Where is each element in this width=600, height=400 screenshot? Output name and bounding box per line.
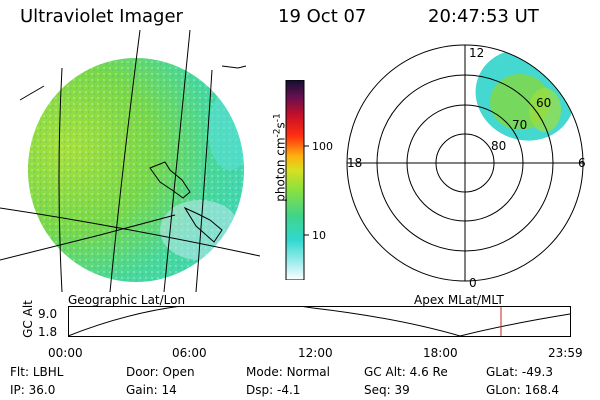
mlt-label-0: 0 xyxy=(469,276,477,290)
time-tick-2: 12:00 xyxy=(298,346,333,360)
colorbar-tick-10: 10 xyxy=(312,229,326,242)
status-glon: GLon: 168.4 xyxy=(486,383,559,397)
mlt-label-6: 6 xyxy=(578,156,586,170)
altitude-axis-label: GC Alt xyxy=(21,300,35,338)
mlat-label-60: 60 xyxy=(536,96,552,110)
mlt-label-12: 12 xyxy=(469,46,485,60)
mlat-label-80: 80 xyxy=(491,139,507,153)
status-ip: IP: 36.0 xyxy=(10,383,56,397)
geographic-panel-title: Geographic Lat/Lon xyxy=(68,293,186,307)
status-gain: Gain: 14 xyxy=(126,383,177,397)
altitude-tick-low: 1.8 xyxy=(38,325,58,339)
status-filter: Flt: LBHL xyxy=(10,365,64,379)
status-seq: Seq: 39 xyxy=(364,383,410,397)
time-tick-3: 18:00 xyxy=(423,346,458,360)
time-label: 20:47:53 UT xyxy=(428,6,539,27)
status-glat: GLat: -49.3 xyxy=(486,365,553,379)
status-dsp: Dsp: -4.1 xyxy=(246,383,301,397)
polar-plot xyxy=(346,44,584,282)
status-gc-alt: GC Alt: 4.6 Re xyxy=(364,365,448,379)
colorbar-unit-label: photon cm-2s-1 xyxy=(272,113,288,202)
instrument-title: Ultraviolet Imager xyxy=(20,6,183,27)
altitude-tick-high: 9.0 xyxy=(38,307,58,321)
time-tick-0: 00:00 xyxy=(48,346,83,360)
altitude-timeline xyxy=(68,306,571,337)
time-tick-4: 23:59 xyxy=(548,346,583,360)
status-mode: Mode: Normal xyxy=(246,365,330,379)
status-door: Door: Open xyxy=(126,365,195,379)
colorbar xyxy=(285,80,309,280)
mlt-label-18: 18 xyxy=(347,156,363,170)
time-tick-1: 06:00 xyxy=(172,346,207,360)
mlat-label-70: 70 xyxy=(512,118,528,132)
colorbar-tick-100: 100 xyxy=(312,140,333,153)
date-label: 19 Oct 07 xyxy=(278,6,367,27)
geographic-image xyxy=(0,30,261,292)
apex-panel-title: Apex MLat/MLT xyxy=(414,293,504,307)
